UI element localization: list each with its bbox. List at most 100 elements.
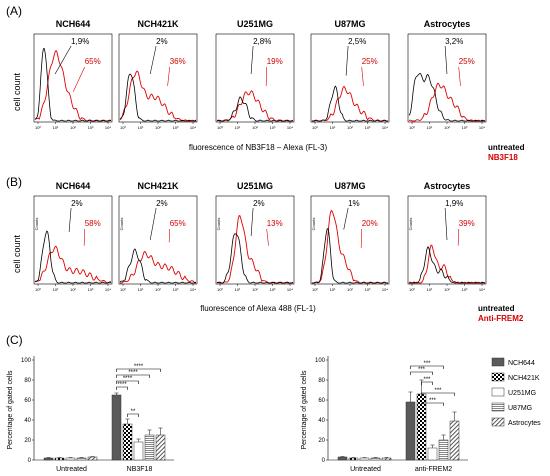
row-b-x-tick-label: 10⁰ (35, 287, 41, 292)
row-a-x-tick-label: 10¹ (138, 125, 144, 130)
row-a-treated-percentage: 25% (459, 57, 475, 66)
row-b-untreated-curve (34, 230, 112, 284)
row-a-x-tick-label: 10¹ (330, 125, 336, 130)
row-b-treated-curve (120, 250, 197, 284)
row-b-y-axis-title: cell count (12, 234, 22, 273)
bar-right-bar-u251mg (427, 447, 438, 461)
row-b-cell-title: U251MG (237, 181, 273, 191)
row-b-treated-arrow (360, 228, 362, 249)
row-a-untreated-arrow (149, 45, 157, 75)
row-a-x-tick-label: 10¹ (235, 125, 241, 130)
row-b-treated-percentage: 39% (459, 219, 475, 228)
row-a-x-tick-label: 10⁴ (190, 125, 196, 130)
legend-label-nch421k: NCH421K (508, 375, 540, 382)
row-b-cell-title: Astrocytes (424, 181, 471, 191)
bar-left-bar-u251mg (133, 441, 144, 461)
bar-right-bar-nch421k (348, 457, 359, 461)
row-b-x-tick-label: 10⁰ (312, 287, 318, 292)
row-a-x-tick-label: 10⁰ (312, 125, 318, 130)
bar-left-significance-label: **** (134, 364, 144, 370)
row-a-x-tick-label: 10³ (88, 125, 94, 130)
bar-left-bar-u87mg (144, 434, 155, 461)
row-b-inner-y-label: Counts (216, 218, 221, 231)
bar-right-bar-u251mg (359, 457, 370, 461)
bar-left-significance-label: **** (117, 382, 127, 388)
row-a-treated-arrow (265, 66, 267, 87)
row-b-cell-title: NCH421K (137, 181, 179, 191)
row-b-inner-y-label: Counts (311, 218, 316, 231)
bar-right-significance-label: *** (429, 398, 437, 404)
row-a-plot-frame (310, 33, 390, 123)
row-a-untreated-arrow (444, 45, 448, 75)
bar-left-bar-nch421k (54, 457, 65, 461)
row-a-plot-frame (215, 33, 295, 123)
bar-right-bar-nch644 (337, 456, 348, 461)
row-b-untreated-arrow (444, 207, 448, 241)
bar-left-significance-bracket (116, 368, 161, 372)
bar-left-significance-bracket (116, 386, 128, 390)
row-a-untreated-percentage: 3,2% (445, 37, 463, 46)
bar-left-y-tick-label: 0 (28, 458, 32, 464)
bar-left-bar-astrocytes (87, 456, 98, 461)
row-a-x-tick-label: 10¹ (427, 125, 433, 130)
row-a-cell-title: Astrocytes (424, 19, 471, 29)
row-b-x-tick-label: 10² (155, 287, 161, 292)
row-b-plot-frame (118, 195, 198, 285)
row-b-x-tick-label: 10¹ (138, 287, 144, 292)
row-b-x-tick-label: 10¹ (427, 287, 433, 292)
row-a-legend-untreated: untreated (488, 143, 525, 152)
row-a-x-tick-label: 10³ (173, 125, 179, 130)
legend-label-u251mg: U251MG (508, 390, 536, 397)
row-b-x-tick-label: 10² (252, 287, 258, 292)
row-a-x-tick-label: 10³ (365, 125, 371, 130)
bar-right-y-tick-label: 0 (322, 458, 326, 464)
bar-left-bar-nch644 (111, 394, 122, 461)
row-a-x-tick-label: 10⁴ (105, 125, 111, 130)
row-b-inner-y-label: Counts (119, 218, 124, 231)
row-a-histogram-astrocytes: Astrocytes 10⁰ 10¹ 10² 10³ 10⁴ 3,2% 25% (407, 19, 487, 130)
row-a-treated-arrow (458, 66, 461, 87)
bar-right-bar-u87mg (438, 439, 449, 461)
row-b-x-tick-label: 10⁴ (105, 287, 111, 292)
bar-left-bar-u87mg (76, 457, 87, 461)
row-a-x-tick-label: 10⁰ (409, 125, 415, 130)
row-a-x-tick-label: 10⁰ (217, 125, 223, 130)
row-b-treated-arrow (83, 228, 85, 246)
row-a-x-tick-label: 10³ (462, 125, 468, 130)
row-a-treated-percentage: 36% (170, 57, 186, 66)
panel-c-label: (C) (6, 333, 23, 347)
row-a-untreated-percentage: 1,9% (71, 37, 89, 46)
bar-right-significance-label: *** (423, 377, 431, 383)
bar-left-bar-nch421k (122, 423, 133, 461)
legend-label-u87mg: U87MG (508, 405, 532, 412)
row-a-x-tick-label: 10³ (270, 125, 276, 130)
row-a-x-tick-label: 10⁴ (382, 125, 388, 130)
bar-left-significance-bracket (116, 374, 150, 378)
legend-swatch-nch644 (491, 357, 505, 367)
bar-right-category-label: anti-FREM2 (415, 466, 452, 473)
row-b-x-tick-label: 10¹ (330, 287, 336, 292)
row-b-treated-percentage: 13% (267, 219, 283, 228)
row-a-x-tick-label: 10⁴ (479, 125, 485, 130)
row-b-histogram-u87mg: U87MG Counts 10⁰ 10¹ 10² 10³ 10⁴ 1% 20% (310, 181, 390, 292)
bar-chart-legend: NCH644 NCH421K U251MG U87MG Astrocytes (491, 357, 541, 427)
row-b-untreated-curve (409, 246, 485, 284)
bar-right-significance-bracket (421, 381, 433, 385)
bar-left-y-tick-label: 40 (24, 418, 31, 424)
bar-right-bar-astrocytes (381, 457, 392, 461)
row-a-histogram-u251mg: U251MG 10⁰ 10¹ 10² 10³ 10⁴ 2,8% 19% (215, 19, 295, 130)
row-a-untreated-curve (408, 72, 485, 122)
bar-right-y-tick-label: 20 (318, 438, 325, 444)
legend-label-nch644: NCH644 (508, 360, 535, 367)
row-a-untreated-arrow (250, 45, 254, 75)
row-a-x-tick-label: 10¹ (53, 125, 59, 130)
row-a-treated-arrow (72, 66, 85, 92)
row-b-histogram-nch421k: NCH421K Counts 10⁰ 10¹ 10² 10³ 10⁴ 2% 65% (118, 181, 198, 292)
bar-right-category-label: Untreated (350, 466, 381, 473)
row-b-x-tick-label: 10⁰ (217, 287, 223, 292)
row-a-y-axis-title: cell count (12, 72, 22, 111)
bar-right-significance-bracket (410, 371, 433, 375)
row-b-untreated-curve (119, 248, 197, 284)
row-a-x-tick-label: 10⁰ (35, 125, 41, 130)
bar-left-category-label: NB3F18 (127, 466, 153, 473)
